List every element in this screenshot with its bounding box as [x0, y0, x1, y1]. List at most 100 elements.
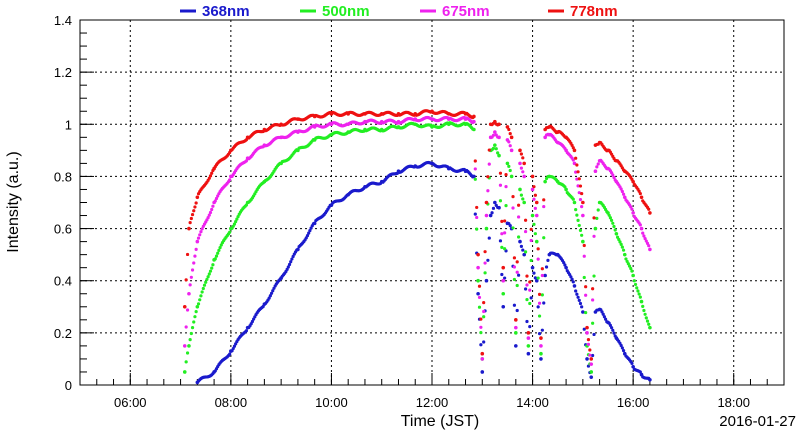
- data-point: [620, 245, 624, 249]
- data-point: [533, 206, 537, 210]
- data-point: [194, 309, 198, 314]
- data-point: [647, 207, 651, 211]
- data-point: [511, 226, 515, 230]
- data-point: [544, 265, 549, 269]
- data-point: [472, 127, 476, 132]
- data-point: [491, 133, 496, 137]
- data-point: [192, 320, 196, 324]
- data-point: [198, 233, 202, 237]
- data-point: [483, 261, 487, 265]
- data-point: [188, 338, 192, 342]
- data-point: [540, 328, 544, 332]
- data-point: [621, 349, 626, 353]
- data-point: [648, 377, 652, 382]
- data-point: [473, 177, 477, 181]
- data-point: [563, 263, 567, 267]
- data-point: [581, 239, 585, 244]
- data-point: [609, 326, 614, 330]
- data-point: [497, 153, 501, 158]
- data-point: [187, 344, 191, 348]
- data-point: [195, 304, 200, 309]
- data-point: [504, 184, 508, 189]
- y-tick-label: 1: [65, 117, 72, 132]
- data-point: [475, 215, 479, 220]
- data-point: [476, 252, 480, 257]
- data-point: [532, 197, 536, 201]
- data-point: [564, 187, 568, 192]
- data-point: [207, 213, 211, 217]
- data-point: [533, 232, 537, 236]
- data-point: [482, 301, 486, 305]
- data-point: [480, 357, 485, 361]
- data-point: [486, 189, 490, 193]
- data-point: [487, 148, 491, 152]
- data-point: [482, 315, 486, 319]
- data-point: [523, 250, 528, 254]
- data-point: [517, 215, 521, 219]
- data-point: [648, 325, 652, 330]
- data-point: [630, 207, 634, 211]
- data-point: [498, 171, 503, 175]
- data-point: [536, 257, 540, 261]
- data-point: [540, 273, 544, 278]
- data-point: [648, 211, 652, 215]
- data-point: [635, 286, 639, 290]
- data-point: [546, 258, 550, 262]
- data-point: [512, 303, 517, 307]
- data-point: [620, 189, 624, 194]
- data-point: [591, 287, 595, 291]
- x-tick-label: 12:00: [416, 395, 449, 410]
- data-point: [244, 159, 249, 163]
- data-point: [595, 165, 599, 169]
- data-point: [584, 310, 588, 315]
- data-point: [592, 274, 596, 278]
- data-point: [482, 340, 486, 344]
- data-point: [501, 291, 506, 296]
- data-point: [530, 174, 535, 179]
- data-point: [631, 273, 635, 278]
- data-point: [205, 277, 209, 282]
- data-point: [582, 327, 586, 331]
- data-point: [537, 314, 542, 318]
- data-point: [271, 289, 275, 293]
- data-point: [512, 265, 517, 269]
- data-point: [208, 210, 213, 215]
- data-point: [184, 278, 188, 282]
- data-point: [542, 204, 546, 209]
- data-point: [578, 197, 583, 202]
- x-tick-label: 08:00: [215, 395, 248, 410]
- data-point: [236, 215, 240, 219]
- data-point: [608, 216, 612, 220]
- data-point: [643, 312, 647, 316]
- data-point: [621, 248, 626, 252]
- data-point: [542, 301, 546, 305]
- y-axis-title: Intensity (a.u.): [5, 151, 22, 252]
- data-point: [647, 322, 651, 326]
- data-point: [185, 252, 190, 257]
- data-point: [529, 227, 533, 231]
- data-point: [575, 163, 579, 167]
- data-point: [515, 260, 519, 264]
- data-point: [592, 332, 596, 337]
- data-point: [522, 200, 526, 205]
- data-point: [619, 343, 623, 348]
- data-point: [633, 282, 638, 287]
- data-point: [518, 239, 522, 244]
- data-point: [503, 247, 507, 251]
- data-point: [514, 331, 518, 335]
- data-point: [501, 304, 506, 309]
- legend-label-500nm: 500nm: [322, 3, 370, 20]
- data-point: [193, 205, 197, 209]
- data-point: [475, 205, 479, 210]
- data-point: [511, 206, 515, 210]
- data-point: [517, 235, 521, 239]
- data-point: [638, 223, 642, 227]
- data-point: [208, 269, 213, 273]
- data-point: [642, 234, 646, 238]
- data-point: [528, 280, 532, 284]
- data-point: [533, 193, 537, 197]
- data-point: [570, 143, 574, 147]
- data-point: [490, 211, 494, 215]
- data-point: [472, 174, 476, 179]
- data-point: [509, 174, 514, 179]
